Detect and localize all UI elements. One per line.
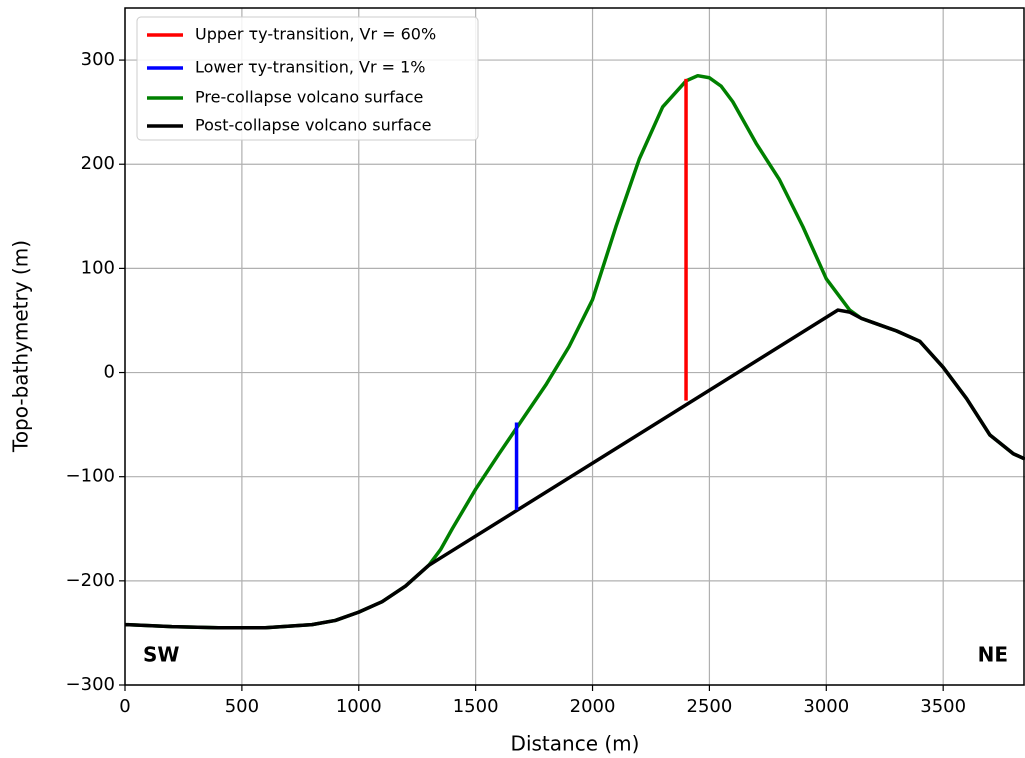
annotation: NE <box>978 643 1008 667</box>
x-tick-label: 500 <box>225 696 259 717</box>
y-tick-label: 200 <box>81 153 115 174</box>
y-tick-label: 100 <box>81 257 115 278</box>
y-tick-label: 300 <box>81 49 115 70</box>
legend-box <box>136 16 479 141</box>
x-axis-label: Distance (m) <box>511 732 640 756</box>
plot-frame <box>124 7 1025 686</box>
legend-label: Upper τy-transition, Vr = 60% <box>195 25 436 44</box>
x-tick-label: 3000 <box>803 696 849 717</box>
series-line <box>125 308 1025 630</box>
legend: Upper τy-transition, Vr = 60% Lower τy-tr… <box>136 16 479 141</box>
x-tick-label: 2000 <box>570 696 616 717</box>
ticks: 0 500 1000 1500 2000 2500 3000 3500−300−200−100… <box>66 49 967 717</box>
legend-label: Post-collapse volcano surface <box>195 116 431 135</box>
grid <box>124 8 1025 686</box>
plot-lines <box>125 73 1025 630</box>
y-axis-label: Topo-bathymetry (m) <box>9 240 33 453</box>
x-tick-label: 2500 <box>687 696 733 717</box>
x-tick-label: 1500 <box>453 696 499 717</box>
x-tick-label: 3500 <box>920 696 966 717</box>
series-line <box>125 73 1025 630</box>
y-tick-label: −300 <box>66 674 115 695</box>
legend-label: Pre-collapse volcano surface <box>195 88 423 107</box>
annotation: SW <box>143 643 179 667</box>
x-tick-label: 1000 <box>336 696 382 717</box>
y-tick-label: 0 <box>104 362 115 383</box>
x-tick-label: 0 <box>119 696 130 717</box>
legend-label: Lower τy-transition, Vr = 1% <box>195 58 426 77</box>
y-tick-label: −100 <box>66 466 115 487</box>
y-tick-label: −200 <box>66 570 115 591</box>
